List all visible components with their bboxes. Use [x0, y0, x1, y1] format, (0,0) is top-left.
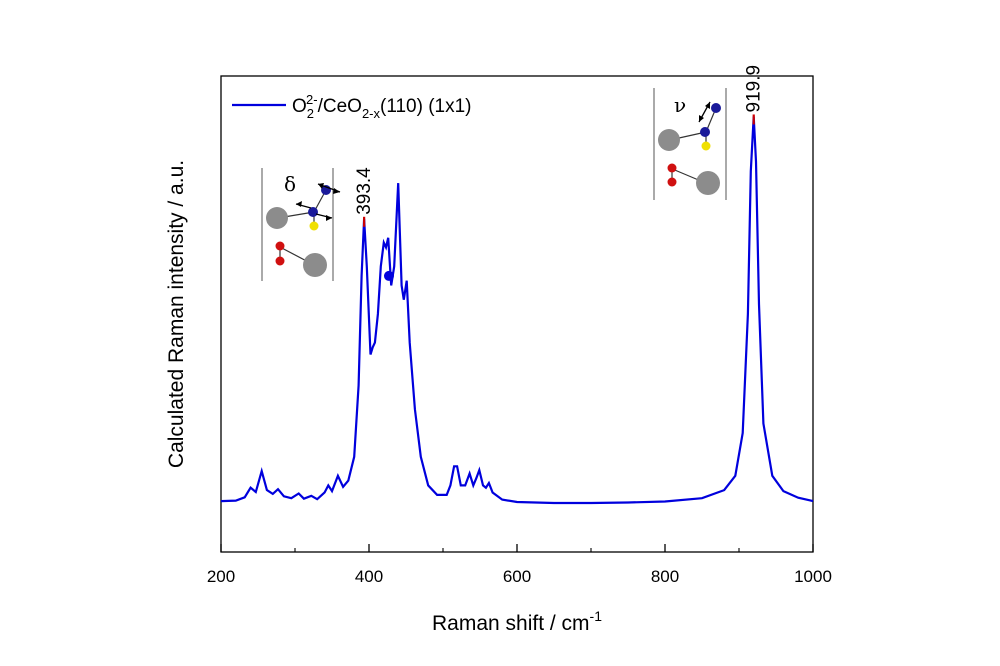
x-axis: 200 400 600 800 1000 — [207, 544, 832, 586]
inset-bending-mode: δ — [261, 168, 341, 281]
peak-label-920: 919.9 — [744, 65, 765, 113]
x-axis-title: Raman shift / cm-1 — [432, 608, 602, 635]
x-tick-label: 800 — [651, 567, 679, 586]
atom-o — [275, 256, 285, 266]
atom-ce — [266, 207, 288, 229]
legend-label: O22-/CeO2-x(110) (1x1) — [292, 92, 472, 121]
atom-o2 — [700, 127, 710, 137]
atom-o — [667, 177, 677, 187]
legend: O22-/CeO2-x(110) (1x1) — [232, 92, 472, 121]
plot-frame — [220, 75, 814, 553]
x-tick-label: 600 — [503, 567, 531, 586]
atom-ce — [696, 171, 720, 195]
atom-ce — [658, 129, 680, 151]
x-tick-label: 1000 — [794, 567, 832, 586]
atom-o — [275, 241, 285, 251]
atom-o2 — [711, 103, 721, 113]
x-tick-label: 200 — [207, 567, 235, 586]
atom-ce — [303, 253, 327, 277]
atom-vacancy — [701, 141, 711, 151]
atom-o — [667, 163, 677, 173]
atom-vacancy — [309, 221, 319, 231]
atom-o2 — [308, 207, 318, 217]
inset-mode-symbol-nu: ν — [674, 93, 686, 117]
peak-markers — [363, 114, 755, 227]
inset-mode-symbol-delta: δ — [284, 172, 296, 196]
mode-marker-dot — [383, 270, 394, 281]
series-line — [220, 116, 814, 505]
peak-label-393: 393.4 — [354, 167, 375, 215]
x-tick-label: 400 — [355, 567, 383, 586]
inset-stretching-mode: ν — [653, 88, 727, 200]
x-axis-title-sup: -1 — [590, 608, 603, 624]
y-axis-title: Calculated Raman intensity / a.u. — [165, 160, 188, 468]
